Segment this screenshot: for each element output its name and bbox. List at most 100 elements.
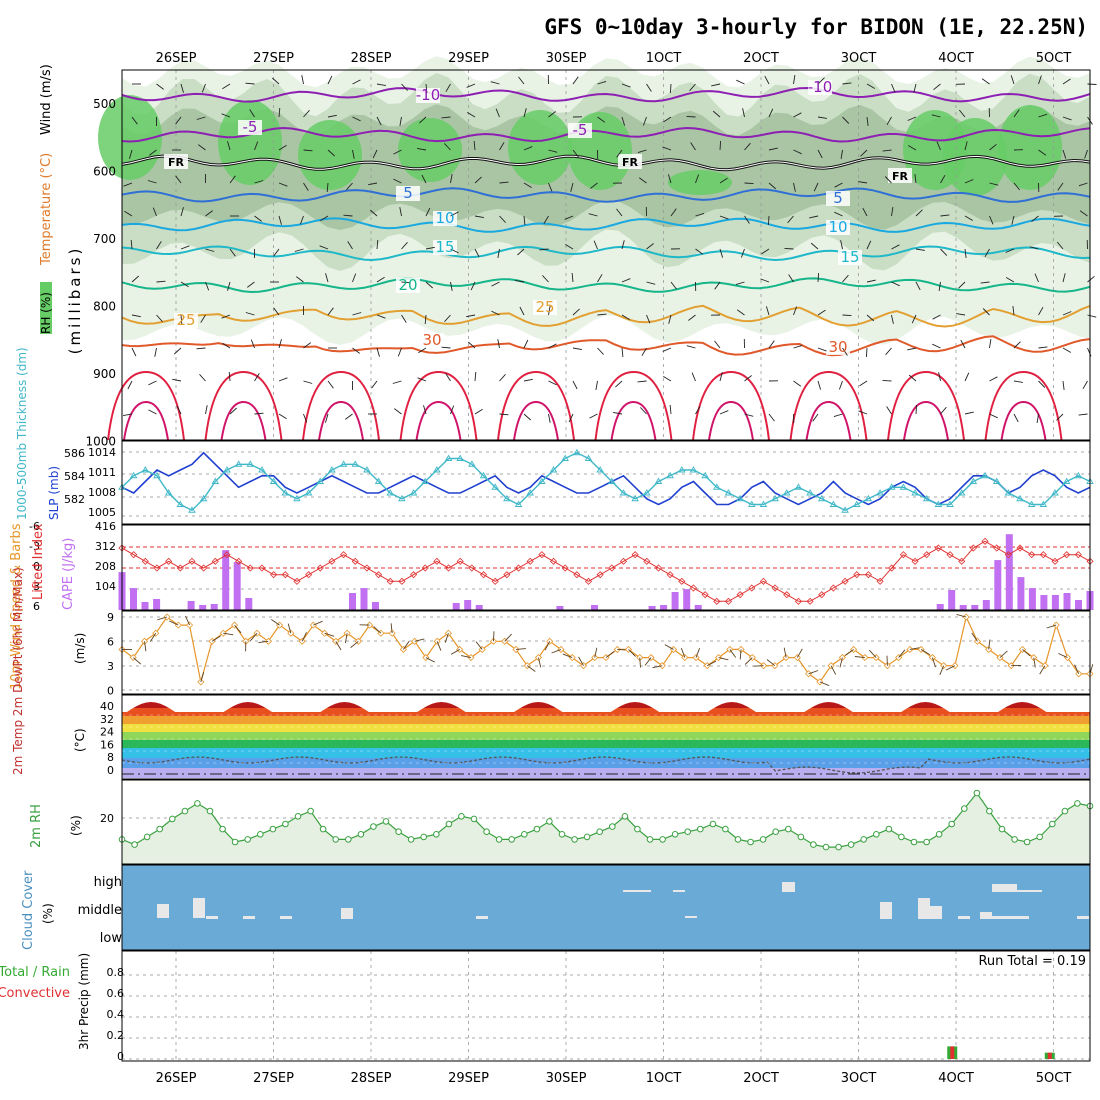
cape-bar bbox=[141, 602, 149, 610]
wind-speed-marker bbox=[411, 637, 419, 645]
surface-temperature-contour bbox=[789, 370, 868, 441]
temperature-contour bbox=[121, 126, 1091, 143]
wind-barb bbox=[760, 278, 770, 283]
wind-barb-10m bbox=[223, 632, 234, 636]
temperature-contour-label: 10 bbox=[435, 209, 454, 227]
rh-marker bbox=[1011, 836, 1018, 843]
thickness-marker bbox=[339, 460, 348, 467]
temp-color-band bbox=[122, 748, 1090, 758]
wind-barb-10m bbox=[475, 641, 483, 650]
date-label-bottom: 1OCT bbox=[646, 1071, 682, 1086]
rh-marker bbox=[671, 831, 679, 838]
wind-barb bbox=[768, 413, 775, 422]
wind-barb bbox=[548, 111, 556, 118]
wind-barb bbox=[393, 178, 402, 184]
wind-barb bbox=[148, 409, 157, 415]
thickness-marker bbox=[759, 500, 768, 507]
wind-barb bbox=[548, 343, 557, 349]
wind-barb bbox=[1038, 75, 1042, 85]
wind-barb bbox=[156, 280, 166, 283]
rh-marker bbox=[407, 836, 415, 843]
rh-marker bbox=[143, 833, 151, 841]
date-label-top: 2OCT bbox=[743, 51, 779, 66]
wind-speed-marker bbox=[1041, 662, 1049, 670]
wind-barb-10m bbox=[639, 657, 641, 668]
wind-barb bbox=[646, 83, 652, 92]
wind-barb bbox=[616, 149, 623, 158]
wind-barb bbox=[250, 339, 255, 349]
surface-temperature-contour bbox=[107, 370, 185, 441]
wind-barb bbox=[278, 182, 288, 187]
wind-barb bbox=[866, 314, 875, 322]
wind-barb bbox=[1078, 182, 1088, 187]
wind-barb bbox=[221, 314, 231, 319]
wind-barb bbox=[180, 314, 183, 325]
rh-marker bbox=[935, 831, 943, 838]
wind-barb bbox=[1013, 341, 1021, 349]
wind-barb bbox=[548, 182, 553, 192]
wind-barb bbox=[719, 410, 729, 415]
temperature-contour-label: 5 bbox=[833, 189, 843, 207]
cape-bar bbox=[694, 605, 702, 610]
wind-barb bbox=[597, 313, 607, 316]
wind-barb-10m bbox=[971, 632, 978, 642]
cape-bar bbox=[660, 605, 668, 610]
panel-frame bbox=[121, 440, 1091, 525]
wind-barb bbox=[767, 215, 770, 226]
slp-tick: 1008 bbox=[88, 486, 116, 499]
wind-barb bbox=[690, 142, 696, 151]
thickness-marker bbox=[946, 500, 954, 507]
wind-barb bbox=[376, 83, 386, 87]
wind-barb bbox=[595, 380, 598, 390]
wind-barb-10m bbox=[999, 650, 1008, 658]
lifted-index-marker bbox=[293, 577, 301, 585]
wind-barb bbox=[572, 149, 579, 158]
rh-marker bbox=[722, 825, 729, 833]
wind-barb bbox=[1056, 413, 1064, 421]
wind-barb bbox=[129, 149, 133, 159]
lifted-index-marker bbox=[433, 557, 441, 565]
wind-barb bbox=[1011, 215, 1015, 225]
pressure-tick: 900 bbox=[93, 367, 116, 381]
wind-barb-10m bbox=[526, 665, 536, 672]
wind-barb-10m bbox=[718, 657, 729, 661]
wind-barb bbox=[956, 313, 966, 316]
lifted-index-marker bbox=[340, 551, 348, 559]
thickness-marker bbox=[444, 454, 453, 461]
cloud-block bbox=[958, 916, 970, 919]
wind-barb bbox=[499, 181, 509, 184]
wind-barb bbox=[499, 373, 506, 382]
wind-barb bbox=[205, 210, 213, 217]
lifted-index-marker bbox=[246, 564, 254, 572]
wind-barb bbox=[1029, 246, 1039, 250]
wind-barb bbox=[981, 78, 990, 85]
wind-barb bbox=[245, 82, 255, 85]
thickness-marker bbox=[852, 500, 861, 507]
rh-marker bbox=[759, 836, 767, 843]
thickness-marker bbox=[864, 494, 873, 502]
wind-barb bbox=[712, 110, 721, 118]
cloud-label: Cloud Cover bbox=[21, 870, 36, 950]
wind-barb bbox=[1038, 346, 1048, 349]
wind-barb bbox=[254, 373, 260, 382]
wind-barb bbox=[278, 413, 287, 420]
rh2m-labels: 2m RH bbox=[29, 804, 44, 848]
rh-marker bbox=[885, 825, 893, 833]
wind-panel-bg bbox=[122, 611, 1090, 694]
wind-barb bbox=[303, 380, 313, 384]
wind-barb bbox=[123, 182, 133, 187]
rh-marker bbox=[860, 836, 868, 843]
cloud-level-label: middle bbox=[78, 903, 122, 918]
thickness-marker bbox=[584, 454, 593, 461]
rh-marker bbox=[521, 831, 528, 838]
temp-color-band bbox=[122, 740, 1090, 748]
precip-convective-bar bbox=[1047, 1052, 1052, 1059]
cloud-block bbox=[930, 906, 942, 919]
wind-barb bbox=[984, 248, 990, 258]
wind-barb-10m bbox=[819, 681, 830, 687]
dewpoint-line bbox=[121, 756, 1091, 774]
rh-marker bbox=[847, 841, 855, 848]
wind-barb-10m bbox=[492, 631, 495, 642]
wind-barb bbox=[940, 248, 948, 256]
wind-barb bbox=[376, 239, 379, 250]
